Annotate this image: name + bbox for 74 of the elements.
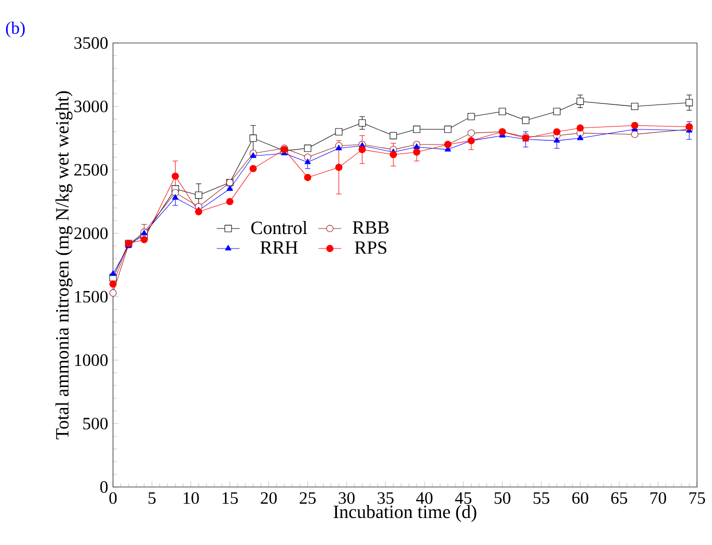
x-tick-label: 55 [534,492,550,504]
y-tick-label: 2500 [74,164,108,176]
x-tick-label: 25 [300,492,316,504]
point [195,208,202,216]
point [335,128,342,136]
point [110,270,116,276]
point [554,137,560,143]
text: (b) [6,22,25,38]
x-tick-label: 50 [494,492,510,504]
x-tick-label: 40 [416,492,432,504]
point [631,130,638,138]
point [576,124,584,132]
y-tick-label: 500 [83,418,108,430]
point [468,129,475,137]
point [414,143,420,149]
point [576,98,584,105]
x-tick-label: 5 [148,492,156,504]
point [140,236,148,244]
x-tick-label: 15 [222,492,238,504]
point [631,122,638,130]
legend-label: RRH [260,241,298,254]
x-tick-label: 30 [338,492,355,504]
point [390,151,397,158]
x-tick-label: 20 [260,492,277,504]
y-tick-label: 2000 [74,227,108,240]
point [358,119,366,127]
point [577,134,584,140]
point [553,108,560,116]
point [226,185,233,191]
point [250,134,257,142]
point [250,164,257,172]
x-tick-label: 35 [378,492,394,504]
x-tick-label: 60 [572,492,588,504]
point [172,189,179,196]
point [304,158,311,164]
point [304,174,312,182]
point [304,144,312,152]
point [390,132,397,140]
point [413,126,420,133]
legend-label: Control [251,221,308,234]
point [250,152,256,158]
legend-label: RBB [352,221,389,234]
point [498,108,506,116]
point [553,128,560,136]
point [686,99,693,106]
point [304,154,312,161]
x-tick-label: 10 [184,492,199,504]
point [226,198,234,206]
point [631,102,638,110]
point [444,126,452,133]
x-tick-label: 75 [689,492,705,504]
point [195,192,202,199]
y-axis-title: Total ammonia nitrogen (mg N/kg wet weight) [55,91,72,440]
y-tick-label: 3000 [74,100,108,112]
point [109,280,117,288]
y-tick-label: 1500 [75,290,108,303]
point [336,144,342,150]
point [109,289,117,297]
point [172,194,178,200]
x-tick-label: 70 [650,492,666,504]
point [335,164,342,171]
point [358,146,366,154]
x-tick-label: 45 [455,492,472,504]
y-tick-label: 3500 [74,37,108,49]
point [172,172,179,180]
x-axis-title: Incubation time (d) [334,505,476,522]
y-tick-label: 0 [100,481,108,493]
legend-label: RPS [354,241,386,254]
point [468,112,475,120]
x-tick-label: 65 [611,492,628,504]
point [522,116,530,124]
x-tick-label: 0 [109,492,117,504]
point [413,148,420,156]
y-tick-label: 1000 [75,354,108,366]
